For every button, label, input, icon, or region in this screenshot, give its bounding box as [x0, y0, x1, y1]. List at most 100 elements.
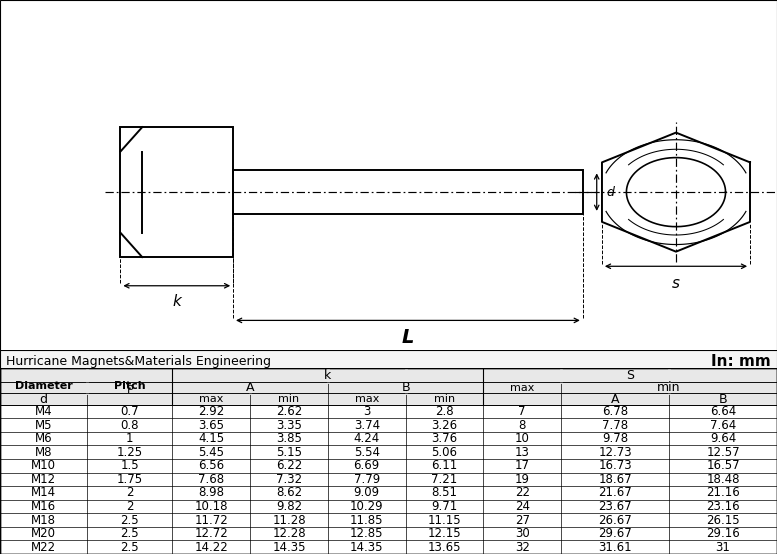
- Text: Hurricane Magnets&Materials Engineering: Hurricane Magnets&Materials Engineering: [6, 355, 271, 368]
- Text: 7.79: 7.79: [354, 473, 380, 486]
- Bar: [0, 432, 777, 445]
- Text: 2: 2: [126, 500, 134, 513]
- Text: 7.21: 7.21: [431, 473, 458, 486]
- Text: 10: 10: [514, 432, 530, 445]
- Text: 7.64: 7.64: [710, 419, 736, 432]
- Text: 11.85: 11.85: [350, 514, 384, 527]
- Bar: [233, 171, 583, 214]
- Text: 1.75: 1.75: [117, 473, 143, 486]
- Text: Pitch: Pitch: [114, 381, 145, 391]
- Text: 19: 19: [514, 473, 530, 486]
- Text: 21.67: 21.67: [598, 486, 632, 500]
- Text: 22: 22: [514, 486, 530, 500]
- Text: M18: M18: [31, 514, 56, 527]
- Text: 12.73: 12.73: [598, 446, 632, 459]
- Text: 32: 32: [514, 541, 530, 553]
- Text: 9.64: 9.64: [710, 432, 736, 445]
- Text: 6.69: 6.69: [354, 459, 380, 473]
- Text: max: max: [354, 394, 379, 404]
- Text: S: S: [626, 368, 634, 382]
- Text: 29.16: 29.16: [706, 527, 740, 540]
- Text: M5: M5: [35, 419, 52, 432]
- Text: 31.61: 31.61: [598, 541, 632, 553]
- Text: 13: 13: [514, 446, 530, 459]
- Bar: [0, 527, 777, 541]
- Text: M4: M4: [35, 405, 52, 418]
- Text: 11.72: 11.72: [194, 514, 228, 527]
- Text: 8: 8: [518, 419, 526, 432]
- Text: M10: M10: [31, 459, 56, 473]
- Text: d: d: [606, 186, 614, 199]
- Text: 3.65: 3.65: [198, 419, 225, 432]
- Text: 7.68: 7.68: [198, 473, 225, 486]
- Text: 7.32: 7.32: [276, 473, 302, 486]
- Text: 2.5: 2.5: [120, 514, 139, 527]
- Text: 2.5: 2.5: [120, 527, 139, 540]
- Bar: [0, 418, 777, 432]
- Text: k: k: [324, 368, 332, 382]
- Text: 4.15: 4.15: [198, 432, 225, 445]
- Text: 30: 30: [515, 527, 529, 540]
- Text: 16.57: 16.57: [706, 459, 740, 473]
- Text: 10.18: 10.18: [194, 500, 228, 513]
- Text: 3.35: 3.35: [276, 419, 302, 432]
- Text: 17: 17: [514, 459, 530, 473]
- Text: A: A: [246, 381, 254, 394]
- Text: 8.98: 8.98: [198, 486, 225, 500]
- Text: 31: 31: [716, 541, 730, 553]
- Text: 10.29: 10.29: [350, 500, 384, 513]
- Text: 4.24: 4.24: [354, 432, 380, 445]
- Text: M22: M22: [31, 541, 56, 553]
- Text: 23.16: 23.16: [706, 500, 740, 513]
- Text: min: min: [434, 394, 455, 404]
- Text: 18.48: 18.48: [706, 473, 740, 486]
- Text: 12.72: 12.72: [194, 527, 228, 540]
- Text: min: min: [278, 394, 300, 404]
- Text: 3.76: 3.76: [431, 432, 458, 445]
- Text: 14.35: 14.35: [272, 541, 306, 553]
- Text: Diameter: Diameter: [15, 381, 72, 391]
- Text: M20: M20: [31, 527, 56, 540]
- Text: 12.57: 12.57: [706, 446, 740, 459]
- Text: M8: M8: [35, 446, 52, 459]
- Text: 3.26: 3.26: [431, 419, 458, 432]
- Text: 9.82: 9.82: [276, 500, 302, 513]
- Text: 1.5: 1.5: [120, 459, 139, 473]
- Text: max: max: [510, 382, 535, 393]
- Bar: [0, 445, 777, 459]
- Text: 11.15: 11.15: [427, 514, 462, 527]
- Text: 6.78: 6.78: [602, 405, 628, 418]
- Text: 1.25: 1.25: [117, 446, 143, 459]
- Text: 7: 7: [518, 405, 526, 418]
- Text: 9.09: 9.09: [354, 486, 380, 500]
- Text: 1: 1: [126, 432, 134, 445]
- Text: 18.67: 18.67: [598, 473, 632, 486]
- Bar: [0, 405, 777, 418]
- Text: 26.15: 26.15: [706, 514, 740, 527]
- Bar: [0, 500, 777, 514]
- Text: M14: M14: [31, 486, 56, 500]
- Bar: [0, 486, 777, 500]
- Text: L: L: [402, 328, 414, 347]
- Text: 12.28: 12.28: [272, 527, 306, 540]
- Bar: [0, 514, 777, 527]
- Bar: [0, 368, 777, 382]
- Text: 2.8: 2.8: [435, 405, 454, 418]
- Text: M6: M6: [35, 432, 52, 445]
- Text: 2.62: 2.62: [276, 405, 302, 418]
- Text: 7.78: 7.78: [602, 419, 628, 432]
- Text: 8.51: 8.51: [431, 486, 458, 500]
- Bar: [0, 393, 777, 405]
- Text: 24: 24: [514, 500, 530, 513]
- Text: 2.92: 2.92: [198, 405, 225, 418]
- Text: 13.65: 13.65: [427, 541, 462, 553]
- Bar: [0, 541, 777, 554]
- Text: 0.7: 0.7: [120, 405, 139, 418]
- Text: M16: M16: [31, 500, 56, 513]
- Text: max: max: [199, 394, 224, 404]
- Bar: [0, 459, 777, 473]
- Text: 12.85: 12.85: [350, 527, 384, 540]
- Text: min: min: [657, 381, 681, 394]
- Text: 3.85: 3.85: [276, 432, 302, 445]
- Bar: [0, 382, 777, 393]
